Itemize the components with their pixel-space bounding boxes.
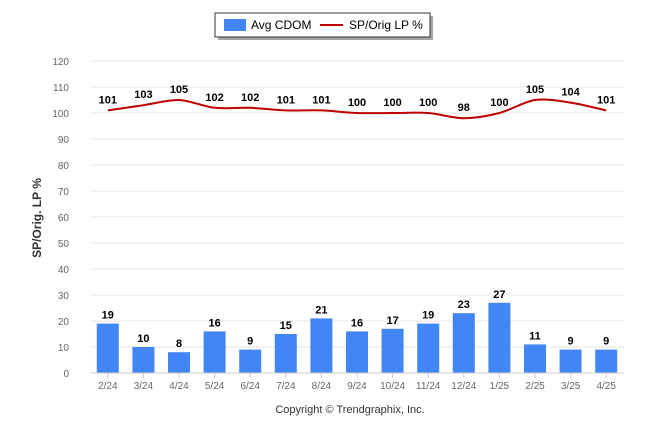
bar [452,313,475,373]
x-tick-label: 1/25 [490,381,510,392]
bar [203,331,226,373]
bar-data-label: 11 [529,330,541,342]
bar-data-label: 19 [422,310,434,322]
bar [239,349,262,373]
bar-data-labels: 19 10 8 16 9 15 21 16 17 19 23 27 11 9 9 [102,289,610,350]
bar [168,352,190,373]
legend: Avg CDOM SP/Orig LP % [214,12,433,40]
x-tick-label: 12/24 [451,381,476,392]
y-tick-label: 100 [52,109,69,120]
bar-data-label: 23 [458,299,470,311]
line-data-label: 100 [383,97,401,109]
line-data-label: 101 [312,94,330,106]
line-data-label: 103 [134,89,152,101]
bar [96,323,119,373]
y-tick-label: 30 [58,291,70,302]
bar [132,347,155,373]
y-tick-label: 60 [58,213,70,224]
x-tick-label: 3/24 [134,381,154,392]
bar [488,302,511,373]
x-tick-label: 8/24 [312,381,332,392]
bar-data-label: 21 [315,304,327,316]
line-data-label: 102 [241,92,259,104]
line-data-label: 105 [526,84,544,96]
x-tick-label: 4/24 [169,381,189,392]
y-tick-label: 90 [58,135,70,146]
line-data-label: 100 [419,97,437,109]
x-tick-label: 3/25 [561,381,581,392]
bar [274,334,297,373]
bar [346,331,368,373]
line-data-label: 105 [170,84,188,96]
y-tick-label: 10 [58,343,70,354]
line-data-label: 100 [490,97,508,109]
y-tick-label: 40 [58,265,70,276]
bar [595,349,618,373]
y-axis-title: SP/Orig. LP % [30,178,44,258]
bar-data-label: 10 [137,333,149,345]
bar [524,344,546,373]
line-data-label: 102 [205,92,223,104]
line-series [107,98,607,120]
line-data-label: 101 [277,94,295,106]
x-tick-label: 5/24 [205,381,225,392]
x-tick-label: 6/24 [240,381,260,392]
legend-swatch-avg-cdom [224,19,246,31]
y-tick-label: 50 [58,239,70,250]
bar-data-label: 9 [247,336,253,348]
legend-label-sp-orig-lp: SP/Orig LP % [349,18,423,32]
x-tick-label: 2/25 [525,381,545,392]
bar-data-label: 16 [208,317,220,329]
legend-box [214,12,431,38]
x-axis-ticks: 2/24 3/24 4/24 5/24 6/24 7/24 8/24 9/24 10/24 11/… [98,373,616,392]
y-tick-label: 80 [58,161,70,172]
x-tick-label: 10/24 [380,381,405,392]
x-tick-label: 2/24 [98,381,118,392]
bar-data-label: 8 [176,338,182,350]
bar-data-label: 9 [603,336,609,348]
bar [417,323,440,373]
line-data-label: 101 [597,94,615,106]
x-tick-label: 7/24 [276,381,296,392]
bar-data-label: 9 [568,336,574,348]
y-tick-label: 120 [52,57,69,68]
bar-series [96,302,618,373]
legend-label-avg-cdom: Avg CDOM [251,18,311,32]
line-data-label: 98 [458,102,470,114]
x-tick-label: 11/24 [416,381,441,392]
y-tick-label: 20 [58,317,70,328]
y-axis-ticks: 0 10 20 30 40 50 60 70 80 90 100 110 120 [52,57,69,380]
bar [559,349,582,373]
y-tick-label: 0 [63,369,69,380]
line-data-label: 100 [348,97,366,109]
x-tick-label: 9/24 [347,381,367,392]
line-data-label: 104 [561,87,580,99]
x-tick-label: 4/25 [596,381,616,392]
y-tick-label: 110 [53,83,69,94]
bar-data-label: 16 [351,317,363,329]
grid [90,60,624,348]
line-data-labels: 101 103 105 102 102 101 101 100 100 100 98 100 105 10… [99,84,616,114]
copyright-footer: Copyright © Trendgraphix, Inc. [275,404,424,416]
bar-data-label: 17 [386,315,398,327]
bar-data-label: 19 [102,310,114,322]
bar [381,328,404,373]
bar-data-label: 27 [493,289,505,301]
line-data-label: 101 [99,94,117,106]
y-tick-label: 70 [58,187,70,198]
bar [310,318,333,373]
bar-data-label: 15 [280,320,292,332]
